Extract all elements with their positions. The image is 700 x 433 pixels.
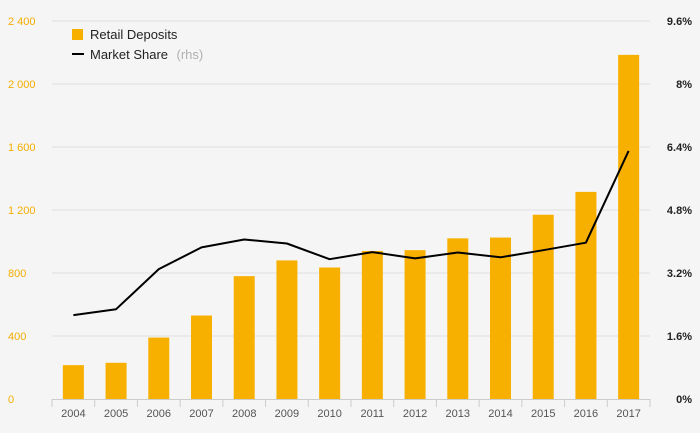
- bar-2015: [532, 214, 554, 399]
- left-tick-label: 2 000: [8, 79, 36, 91]
- left-axis: 0 400 800 1 200 1 600 2 000 2 400: [8, 16, 36, 406]
- legend: Retail Deposits Market Share (rhs): [72, 27, 203, 63]
- bar-2016: [575, 191, 597, 399]
- bar-2005: [105, 362, 127, 399]
- gridlines: [52, 20, 650, 337]
- bar-2010: [319, 267, 341, 399]
- bar-2013: [447, 238, 469, 399]
- right-axis: 0% 1.6% 3.2% 4.8% 6.4% 8% 9.6%: [667, 16, 692, 406]
- bar-2004: [62, 365, 84, 399]
- x-tick-label: 2016: [574, 408, 598, 420]
- right-tick-label: 8%: [676, 79, 692, 91]
- x-tick-label: 2005: [104, 408, 128, 420]
- bar-2009: [276, 260, 298, 399]
- x-tick-label: 2015: [531, 408, 555, 420]
- legend-label-retail-deposits: Retail Deposits: [90, 27, 178, 42]
- x-tick-label: 2014: [488, 408, 512, 420]
- x-tick-label: 2011: [361, 408, 385, 420]
- left-tick-label: 1 600: [8, 142, 36, 154]
- right-tick-label: 1.6%: [667, 331, 692, 343]
- right-tick-label: 6.4%: [667, 142, 692, 154]
- x-tick-label: 2010: [317, 408, 341, 420]
- x-tick-label: 2017: [616, 408, 640, 420]
- legend-label-market-share: Market Share (rhs): [90, 46, 203, 63]
- bar-2006: [148, 337, 170, 399]
- legend-label-market-share-suffix: (rhs): [177, 47, 204, 62]
- x-tick-label: 2008: [232, 408, 256, 420]
- bar-2011: [361, 250, 383, 399]
- left-tick-label: 800: [8, 268, 26, 280]
- legend-swatch-retail-deposits: [72, 29, 83, 40]
- right-tick-label: 3.2%: [667, 268, 692, 280]
- x-tick-label: 2004: [61, 408, 85, 420]
- x-tick-label: 2009: [275, 408, 299, 420]
- left-tick-label: 400: [8, 331, 26, 343]
- x-tick-label: 2007: [189, 408, 213, 420]
- x-axis: 2004 2005 2006 2007 2008 2009 2010 2011 2012 2013…: [51, 399, 651, 420]
- bar-2007: [191, 315, 212, 399]
- bar-2012: [404, 250, 426, 399]
- market-share-line: [73, 150, 630, 317]
- right-tick-label: 0%: [676, 394, 692, 406]
- bar-2008: [233, 276, 255, 399]
- left-tick-label: 2 400: [8, 16, 36, 28]
- x-tick-label: 2013: [446, 408, 470, 420]
- right-tick-label: 4.8%: [667, 205, 692, 217]
- bar-series-retail-deposits: [62, 54, 640, 400]
- bar-2017: [618, 54, 640, 400]
- right-tick-label: 9.6%: [667, 16, 692, 28]
- x-tick-label: 2006: [147, 408, 171, 420]
- line-series-market-share: [73, 150, 630, 317]
- left-tick-label: 0: [8, 394, 14, 406]
- left-tick-label: 1 200: [8, 205, 36, 217]
- legend-label-market-share-name: Market Share: [90, 47, 168, 62]
- x-tick-label: 2012: [403, 408, 427, 420]
- bar-2014: [490, 237, 511, 399]
